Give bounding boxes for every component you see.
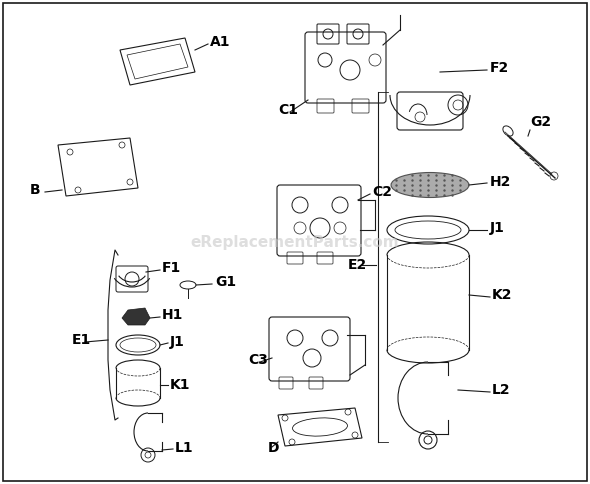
Text: E1: E1	[72, 333, 91, 347]
Text: E2: E2	[348, 258, 367, 272]
Text: eReplacementParts.com: eReplacementParts.com	[191, 235, 399, 249]
Text: K1: K1	[170, 378, 191, 392]
Text: G2: G2	[530, 115, 551, 129]
Text: L1: L1	[175, 441, 194, 455]
Ellipse shape	[391, 172, 469, 197]
Text: F1: F1	[162, 261, 181, 275]
Text: F2: F2	[490, 61, 509, 75]
Text: H1: H1	[162, 308, 183, 322]
Text: C2: C2	[372, 185, 392, 199]
Polygon shape	[122, 308, 150, 325]
Text: B: B	[30, 183, 41, 197]
Text: J1: J1	[170, 335, 185, 349]
Text: J1: J1	[490, 221, 505, 235]
Text: H2: H2	[490, 175, 512, 189]
Text: D: D	[268, 441, 280, 455]
Text: A1: A1	[210, 35, 231, 49]
Text: L2: L2	[492, 383, 510, 397]
Text: K2: K2	[492, 288, 513, 302]
Text: C3: C3	[248, 353, 268, 367]
Text: G1: G1	[215, 275, 236, 289]
Text: C1: C1	[278, 103, 298, 117]
